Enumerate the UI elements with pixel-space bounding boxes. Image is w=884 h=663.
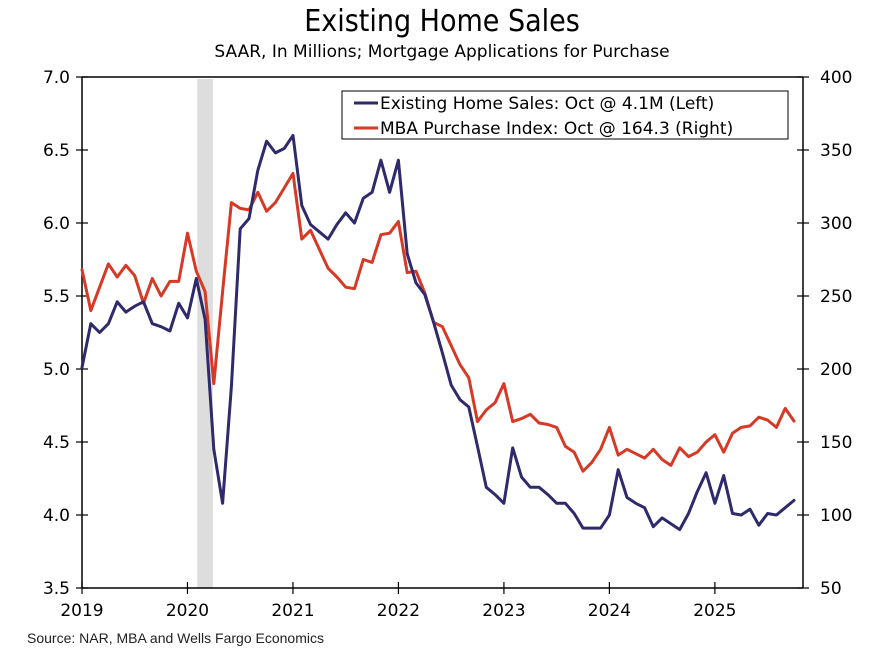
y-left-tick-label: 7.0	[43, 68, 70, 88]
legend: Existing Home Sales: Oct @ 4.1M (Left) MB…	[341, 90, 789, 140]
x-tick-label: 2024	[588, 601, 631, 621]
y-right-tick-label: 150	[820, 433, 852, 453]
x-tick-label: 2022	[377, 601, 420, 621]
y-right-tick-label: 400	[820, 68, 852, 88]
legend-label: MBA Purchase Index: Oct @ 164.3 (Right)	[380, 119, 733, 139]
y-left-tick-label: 4.0	[43, 506, 70, 526]
y-left-tick-label: 5.5	[43, 287, 70, 307]
y-right-tick-label: 350	[820, 141, 852, 161]
y-left-tick-label: 4.5	[43, 433, 70, 453]
legend-box	[341, 90, 789, 140]
y-right-tick-label: 250	[820, 287, 852, 307]
x-tick-label: 2021	[271, 601, 314, 621]
y-left-tick-label: 5.0	[43, 360, 70, 380]
y-right-tick-label: 100	[820, 506, 852, 526]
legend-label: Existing Home Sales: Oct @ 4.1M (Left)	[380, 94, 714, 114]
x-tick-label: 2025	[693, 601, 736, 621]
series-layer	[80, 133, 796, 532]
mba-purchase-index-line	[80, 171, 796, 473]
x-tick-label: 2019	[60, 601, 103, 621]
x-tick-label: 2020	[166, 601, 209, 621]
y-left-tick-label: 3.5	[43, 579, 70, 599]
axes-layer: 7.0 6.5 6.0 5.5 5.0 4.5 4.0 3.5 400 350 300 250 200 1…	[43, 68, 853, 621]
chart-title: Existing Home Sales	[304, 4, 580, 39]
y-left-tick-label: 6.5	[43, 141, 70, 161]
y-left-tick-label: 6.0	[43, 214, 70, 234]
y-right-tick-label: 300	[820, 214, 852, 234]
y-right-tick-label: 50	[820, 579, 842, 599]
x-tick-label: 2023	[482, 601, 525, 621]
existing-home-sales-line	[80, 133, 796, 532]
source-note: Source: NAR, MBA and Wells Fargo Economi…	[27, 630, 324, 646]
y-right-tick-label: 200	[820, 360, 852, 380]
chart-subtitle: SAAR, In Millions; Mortgage Applications…	[214, 42, 670, 62]
